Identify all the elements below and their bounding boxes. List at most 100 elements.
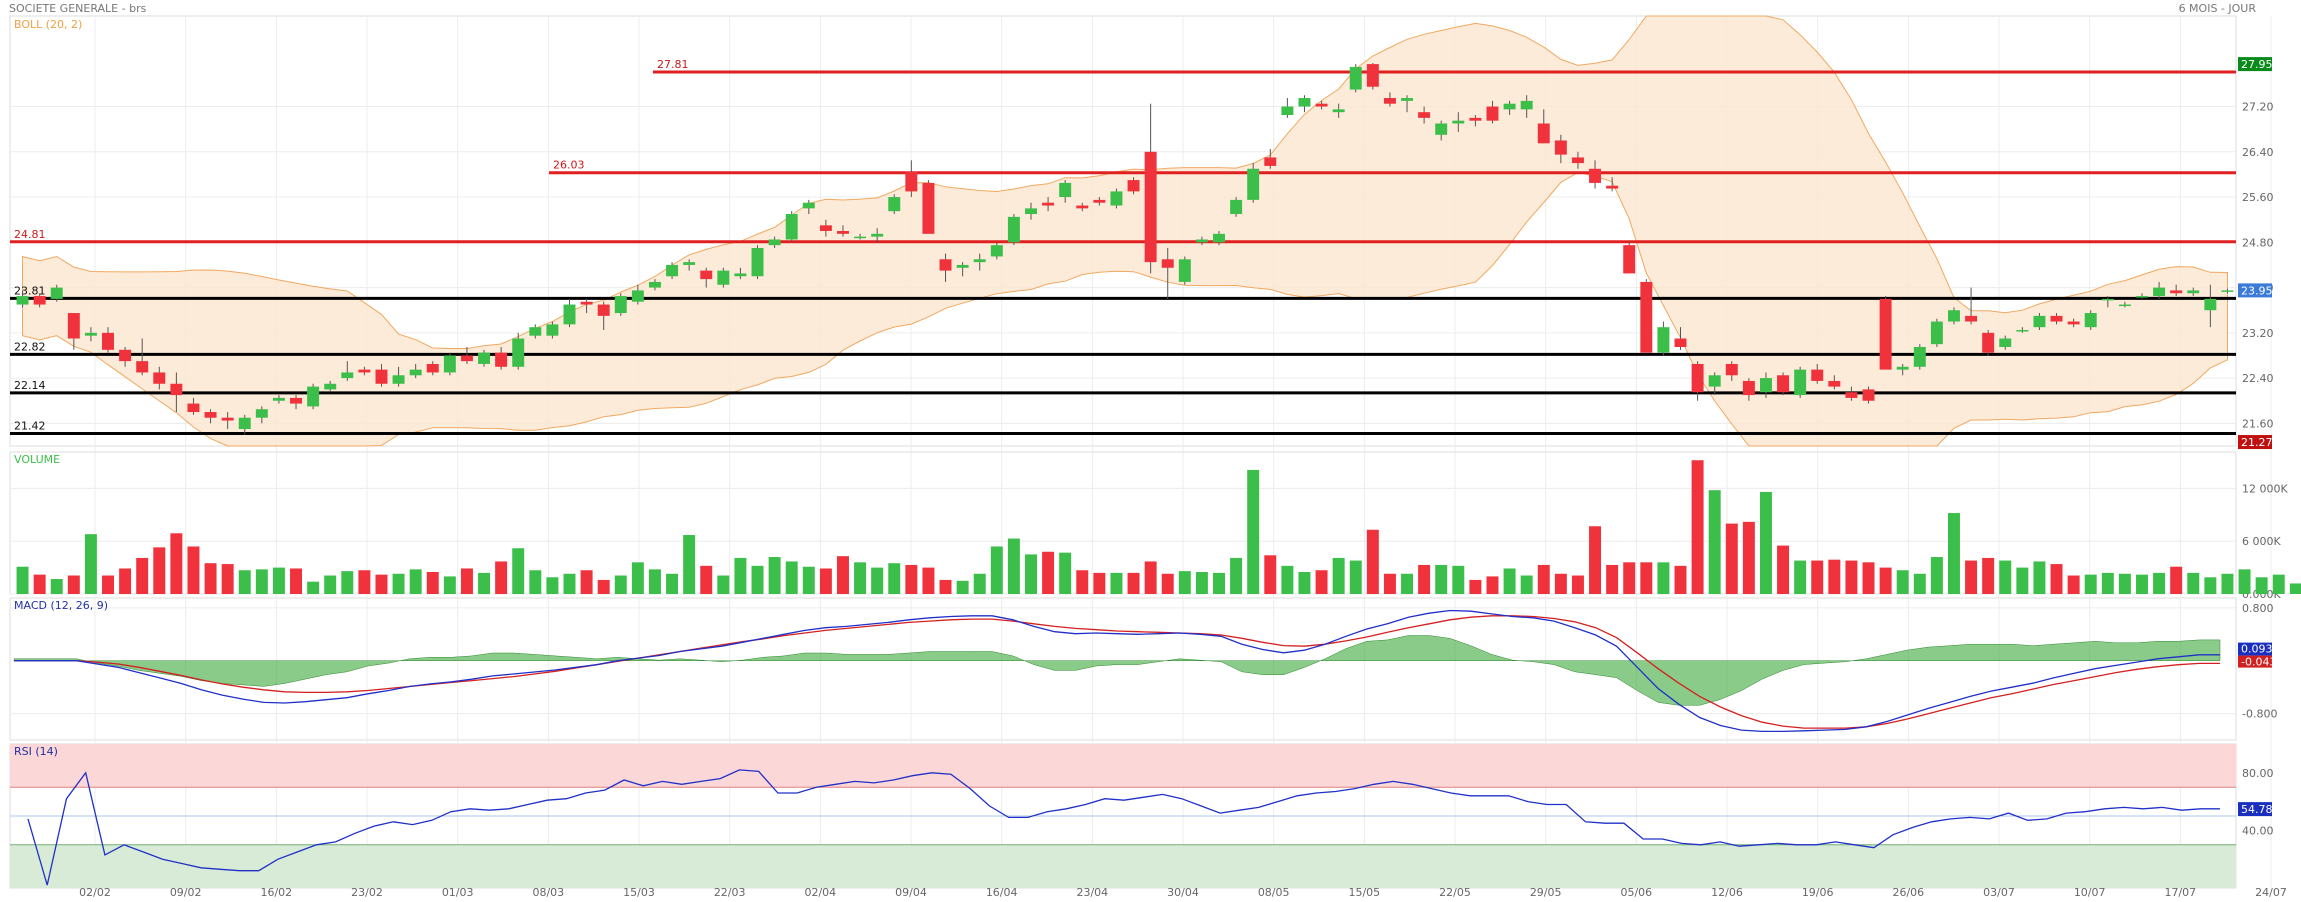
volume-bar: [939, 579, 952, 594]
x-tick-label: 17/07: [2164, 886, 2196, 899]
x-tick-label: 03/07: [1983, 886, 2015, 899]
macd-last-badge: 0.093: [2241, 643, 2273, 656]
volume-bar: [922, 567, 935, 594]
candle-body: [409, 369, 422, 376]
candle-body: [1127, 180, 1140, 192]
candle-body: [2204, 298, 2217, 311]
candle-body: [2118, 304, 2131, 307]
volume-bar: [700, 565, 713, 594]
price-y-tick-label: 24.80: [2242, 236, 2274, 249]
volume-bar: [785, 561, 798, 594]
candle-body: [33, 296, 46, 305]
level-line-label: 22.82: [14, 340, 46, 353]
candle-body: [1161, 259, 1174, 268]
candle-body: [1845, 392, 1858, 398]
volume-bar: [1025, 554, 1037, 594]
volume-bar: [1520, 575, 1533, 594]
price-low-badge-bg: [2238, 435, 2272, 450]
candle-body: [426, 363, 439, 373]
x-tick-label: 09/04: [895, 886, 927, 899]
candle-body: [597, 304, 610, 316]
volume-bar: [648, 569, 661, 594]
volume-bar: [1589, 526, 1602, 594]
volume-bar: [1127, 572, 1140, 594]
candle-body: [922, 182, 935, 234]
candle-body: [888, 197, 901, 212]
candle-body: [2221, 290, 2234, 292]
price-y-tick-label: 21.60: [2242, 417, 2274, 430]
volume-bar: [973, 573, 986, 594]
volume-bar: [272, 567, 285, 594]
candle-body: [700, 270, 713, 280]
volume-bar: [734, 557, 747, 594]
volume-bar: [1486, 576, 1499, 594]
candle-body: [136, 361, 149, 373]
candle-body: [2170, 290, 2183, 294]
volume-bar: [2238, 569, 2251, 594]
volume-bar: [84, 534, 97, 594]
candle-body: [358, 369, 371, 373]
candle-body: [2187, 290, 2200, 294]
volume-bar: [1042, 551, 1055, 594]
volume-bar: [341, 571, 354, 594]
x-tick-label: 05/06: [1620, 886, 1652, 899]
rsi-oversold-zone: [10, 844, 2236, 888]
volume-bar: [1879, 567, 1892, 594]
volume-bar: [2118, 573, 2131, 594]
candle-body: [221, 417, 234, 421]
macd-signal-line: [14, 615, 2220, 729]
price-y-tick-label: 22.40: [2242, 372, 2274, 385]
volume-bar: [1947, 513, 1960, 594]
volume-bar: [717, 575, 730, 594]
volume-label: VOLUME: [14, 453, 60, 466]
volume-bar: [153, 547, 166, 594]
macd-label: MACD (12, 26, 9): [14, 599, 108, 612]
x-tick-label: 23/04: [1076, 886, 1108, 899]
volume-bar: [392, 573, 405, 594]
candle-body: [1777, 375, 1790, 393]
volume-bar: [478, 572, 491, 594]
chart-title: SOCIETE GENERALE - brs: [9, 2, 147, 15]
volume-bar: [1965, 560, 1978, 594]
candle-body: [1025, 208, 1037, 215]
volume-bar: [255, 569, 268, 594]
candle-body: [1469, 117, 1482, 121]
volume-bar: [905, 564, 918, 594]
volume-bar: [1691, 460, 1704, 594]
candle-body: [1110, 191, 1123, 206]
volume-bar: [119, 568, 132, 594]
x-tick-label: 24/07: [2255, 886, 2287, 899]
candle-body: [1315, 103, 1328, 107]
volume-bar: [1110, 572, 1123, 594]
candle-body: [1332, 109, 1345, 113]
candle-body: [1896, 366, 1909, 370]
candle-body: [2050, 315, 2063, 322]
candle-body: [392, 375, 405, 384]
candle-body: [238, 417, 251, 430]
volume-bar: [1059, 552, 1072, 594]
volume-bar: [1982, 557, 1995, 594]
candle-body: [170, 383, 183, 396]
x-tick-label: 12/06: [1711, 886, 1743, 899]
volume-bar: [1777, 545, 1790, 594]
volume-bar: [324, 575, 337, 594]
candle-body: [648, 281, 661, 288]
volume-bar: [1811, 560, 1824, 594]
volume-bar: [1862, 562, 1875, 594]
volume-bar: [1896, 570, 1909, 594]
volume-bar: [16, 566, 29, 594]
volume-bar: [2187, 572, 2200, 594]
volume-bar: [546, 577, 559, 594]
x-tick-label: 01/03: [442, 886, 474, 899]
candle-body: [973, 259, 986, 263]
candle-body: [1059, 182, 1072, 198]
volume-bar: [2084, 574, 2097, 594]
volume-bar: [2204, 577, 2217, 594]
candle-body: [751, 247, 764, 277]
x-tick-label: 30/04: [1167, 886, 1199, 899]
candle-body: [956, 264, 969, 268]
volume-bar: [1674, 565, 1687, 594]
candle-body: [819, 225, 832, 231]
candle-body: [119, 349, 132, 362]
